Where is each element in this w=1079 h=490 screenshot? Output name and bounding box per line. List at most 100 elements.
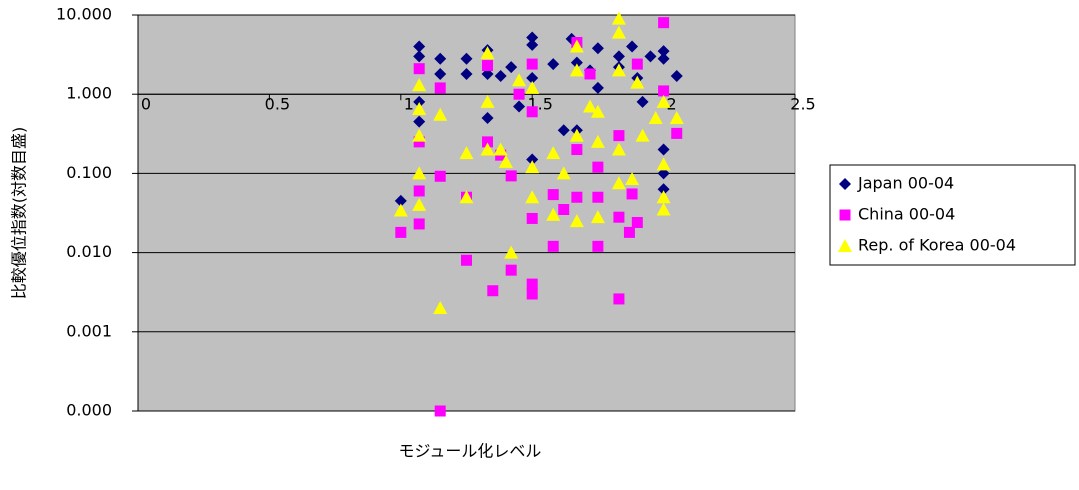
point-diamond [460, 67, 473, 80]
point-triangle [525, 160, 540, 174]
legend-label: Japan 00-04 [857, 174, 954, 193]
point-triangle [625, 171, 640, 185]
point-square [413, 63, 425, 75]
point-square [461, 254, 472, 266]
point-triangle [412, 166, 427, 180]
legend-marker [839, 178, 851, 190]
point-triangle [480, 46, 495, 60]
point-triangle [590, 134, 605, 148]
point-square [592, 191, 604, 203]
point-square [413, 218, 425, 230]
point-diamond [547, 58, 560, 71]
point-diamond [526, 38, 539, 51]
y-tick-label: 0.010 [66, 242, 112, 261]
point-triangle [493, 142, 508, 156]
point-triangle [546, 207, 561, 221]
point-square [626, 188, 638, 200]
point-square [505, 264, 517, 276]
point-square [434, 170, 446, 182]
point-triangle [459, 190, 474, 204]
point-square [547, 189, 559, 201]
point-square [526, 212, 538, 224]
point-triangle [498, 154, 513, 168]
point-triangle [480, 142, 495, 156]
x-axis-label: モジュール化レベル [399, 442, 542, 461]
point-square [592, 161, 604, 173]
x-tick-label: 0.5 [265, 95, 290, 114]
point-square [413, 136, 425, 148]
point-diamond [626, 40, 639, 53]
y-tick-label: 1.000 [66, 84, 112, 103]
point-triangle [569, 128, 584, 142]
point-square [613, 293, 625, 305]
point-diamond [526, 31, 539, 44]
point-square [571, 191, 583, 203]
point-diamond [526, 72, 539, 85]
point-diamond [657, 45, 670, 58]
point-diamond [413, 95, 426, 108]
x-tick-label: 2 [667, 95, 677, 114]
point-triangle [546, 146, 561, 160]
point-square [671, 127, 683, 139]
point-square [571, 144, 583, 156]
point-triangle [583, 99, 598, 113]
point-triangle [611, 176, 626, 190]
point-triangle [569, 63, 584, 77]
y-tick-label: 10.000 [56, 5, 112, 24]
point-square [547, 240, 559, 252]
point-square [526, 278, 538, 290]
point-diamond [657, 167, 670, 180]
point-square [513, 88, 525, 100]
point-square [613, 211, 625, 223]
legend-label: Rep. of Korea 00-04 [858, 236, 1016, 255]
point-diamond [413, 40, 426, 53]
point-triangle [590, 210, 605, 224]
point-triangle [459, 146, 474, 160]
point-diamond [513, 100, 526, 113]
legend-marker [839, 209, 851, 221]
point-triangle [569, 39, 584, 53]
point-square [434, 82, 446, 94]
point-triangle [393, 203, 408, 217]
point-square [584, 68, 596, 80]
point-diamond [657, 52, 670, 65]
point-diamond [413, 115, 426, 128]
point-triangle [669, 111, 684, 125]
point-triangle [412, 102, 427, 116]
point-diamond [591, 81, 604, 94]
point-diamond [657, 183, 670, 196]
point-square [631, 58, 643, 70]
point-triangle [525, 190, 540, 204]
point-triangle [656, 94, 671, 108]
point-triangle [611, 11, 626, 25]
point-diamond [434, 67, 447, 80]
point-triangle [635, 128, 650, 142]
point-triangle [412, 197, 427, 211]
point-triangle [412, 78, 427, 92]
point-diamond [670, 69, 683, 82]
point-triangle [512, 73, 527, 87]
point-triangle [611, 63, 626, 77]
y-tick-label: 0.100 [66, 163, 112, 182]
point-square [526, 58, 538, 70]
point-square [592, 240, 604, 252]
point-square [482, 60, 494, 72]
point-square [526, 106, 538, 118]
point-triangle [525, 80, 540, 94]
point-triangle [611, 142, 626, 156]
point-triangle [656, 190, 671, 204]
point-triangle [480, 94, 495, 108]
plot-area [137, 14, 796, 412]
point-square [482, 136, 494, 148]
point-diamond [505, 61, 518, 74]
point-diamond [481, 112, 494, 125]
point-square [631, 216, 643, 228]
point-triangle [590, 104, 605, 118]
point-square [658, 17, 670, 29]
y-tick-label: 0.000 [66, 401, 112, 420]
point-triangle [569, 214, 584, 228]
point-square [434, 405, 446, 417]
point-diamond [460, 52, 473, 65]
point-triangle [656, 157, 671, 171]
